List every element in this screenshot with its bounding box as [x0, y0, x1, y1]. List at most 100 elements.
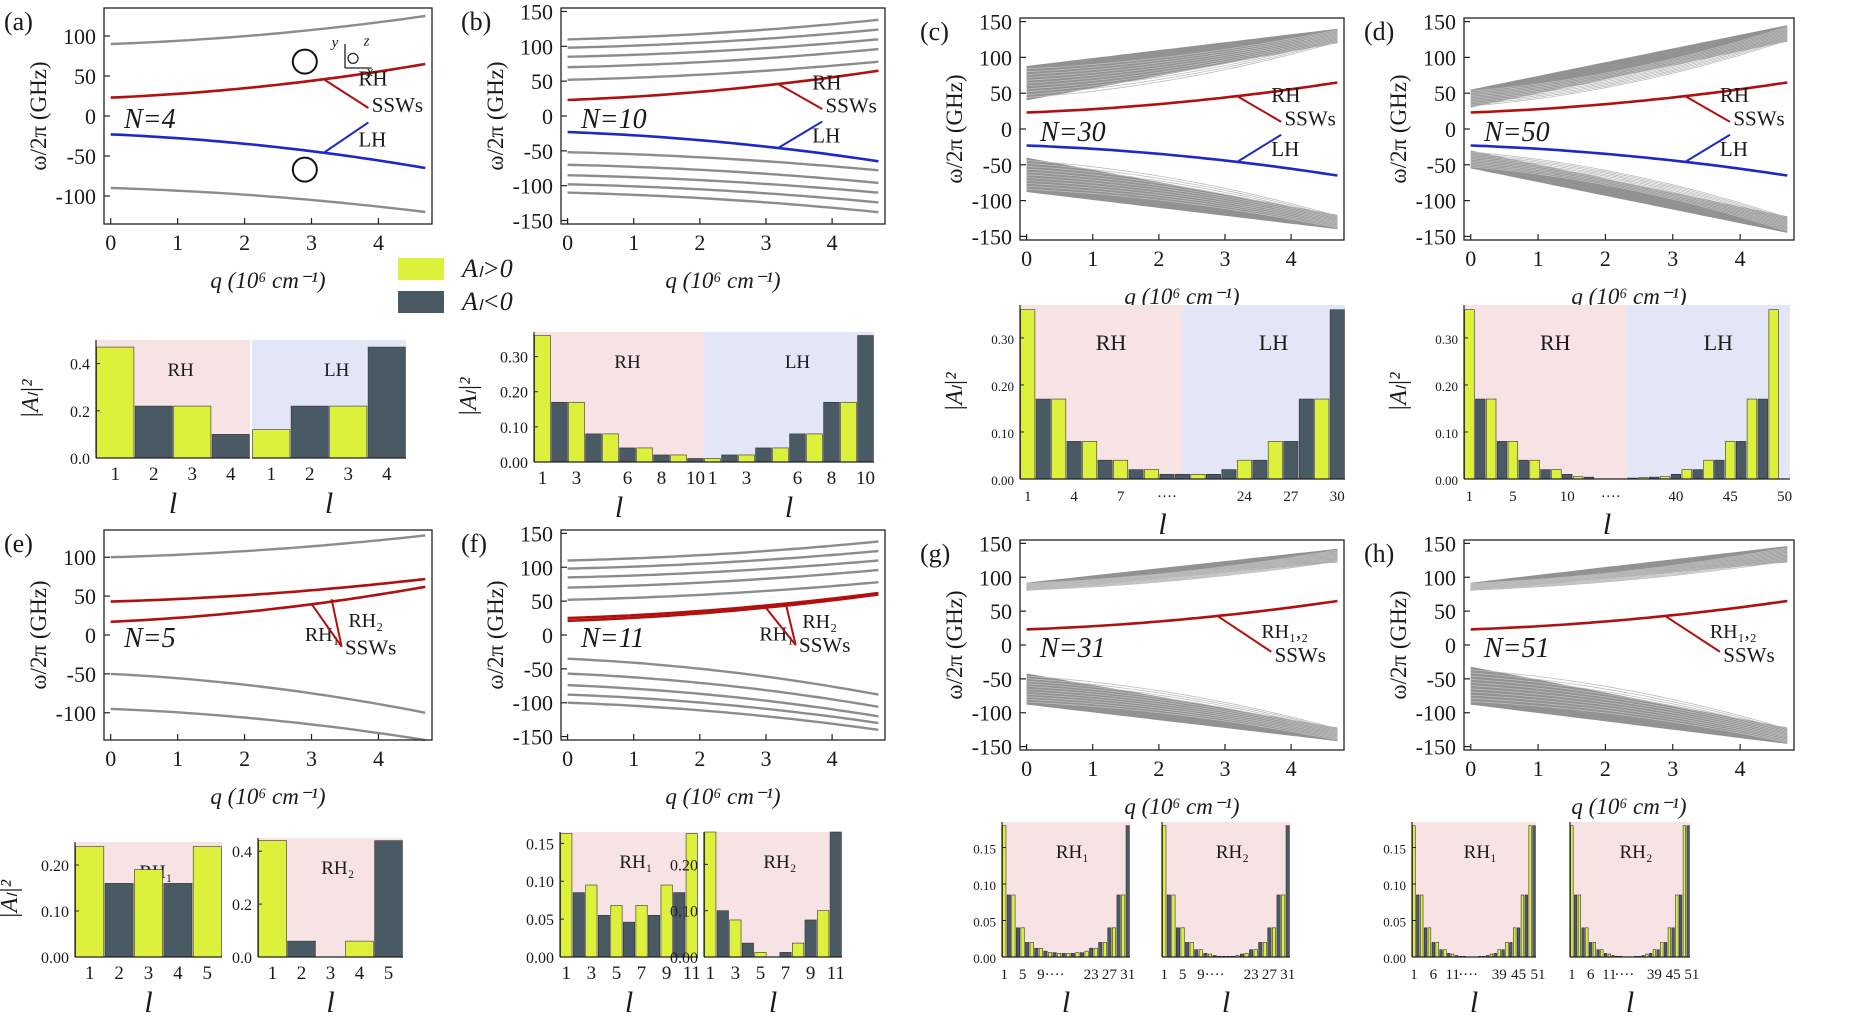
bar-mark	[1416, 894, 1420, 958]
bar-mark	[1006, 894, 1011, 958]
bar-mark	[1020, 309, 1036, 480]
y-tick-label: 0	[85, 104, 96, 129]
rh-arrow	[1217, 615, 1272, 653]
lh-arrow	[324, 121, 369, 153]
rh-surface-wave-line	[567, 591, 879, 620]
bar-mark	[1002, 825, 1007, 958]
band-line	[1026, 560, 1338, 591]
bar-mark	[1435, 942, 1439, 958]
bar-mark	[829, 831, 842, 958]
bar-mark	[1125, 825, 1130, 958]
bar-mark	[290, 405, 329, 459]
y-tick-label: 150	[520, 0, 553, 24]
y-axis-label: |Aₗ|²	[18, 379, 44, 419]
bar-mark	[772, 447, 789, 463]
bar-mark	[1098, 942, 1103, 958]
bar-mark	[1757, 398, 1768, 480]
region-label: RH₁	[1464, 842, 1497, 863]
band-line	[1026, 552, 1338, 586]
rh-surface-wave-line	[567, 593, 879, 623]
bar-mark	[192, 846, 222, 958]
dispersion-panel-7: 150 100 50 0 -50 -100 -150 0 1 2 3 4 (h) q (10⁶ cm⁻¹)…	[1364, 531, 1795, 819]
bar-mark	[1656, 949, 1660, 958]
bar-mark	[1185, 942, 1190, 958]
x-tick-label: 3	[326, 963, 336, 984]
x-tick-label: 11	[1602, 967, 1616, 983]
bar-mark	[96, 346, 135, 459]
x-axis-label: q (10⁶ cm⁻¹)	[1571, 794, 1686, 819]
y-tick-label: 0.30	[1435, 332, 1458, 347]
x-tick-label: 7	[1117, 489, 1125, 505]
bar-mark	[568, 401, 585, 463]
x-tick-label: 1	[706, 963, 716, 984]
bar-mark	[367, 346, 406, 459]
y-tick-label: 0.20	[41, 858, 69, 875]
band-line	[1470, 30, 1788, 96]
y-tick-label: 0.00	[41, 950, 69, 967]
x-tick-label: ····	[1614, 967, 1634, 983]
n-label: N=30	[1039, 117, 1106, 148]
bar-mark	[1735, 441, 1747, 480]
bar-mark	[1162, 825, 1167, 958]
x-tick-label: 3	[306, 746, 317, 771]
bar-mark	[779, 952, 792, 958]
x-axis-label: q (10⁶ cm⁻¹)	[1124, 794, 1239, 819]
band-line	[1026, 174, 1338, 223]
x-tick-label: 3	[144, 963, 154, 984]
x-tick-label: 2	[239, 230, 250, 255]
x-tick-label: 10	[856, 468, 875, 489]
y-tick-label: 0.10	[526, 874, 554, 891]
band-line	[1026, 177, 1338, 224]
x-tick-label: 4	[173, 963, 183, 984]
rh-annotation: RH	[1271, 83, 1300, 107]
lh-annotation: LH	[1271, 137, 1299, 161]
bar-mark	[1714, 459, 1725, 480]
band-line	[1470, 669, 1788, 730]
x-tick-label: 31	[1280, 967, 1295, 983]
bar-mark	[329, 405, 368, 459]
panel-letter: (f)	[461, 529, 487, 558]
rh-arrow	[310, 603, 343, 648]
bar-mark	[1671, 927, 1675, 958]
x-tick-label: 1	[1533, 756, 1544, 781]
y-tick-label: -50	[524, 139, 553, 164]
x-tick-label: 1	[1087, 756, 1098, 781]
legend-positive: Aₗ>0	[398, 252, 558, 285]
y-tick-label: 0.10	[991, 426, 1014, 441]
rh-surface-wave-line	[1470, 81, 1788, 114]
rh-annotation: RH₁,₂	[1261, 621, 1308, 643]
bar-mark	[75, 846, 105, 958]
x-tick-label: 0	[105, 746, 116, 771]
legend-negative-swatch	[398, 290, 444, 313]
x-tick-label: 1	[538, 468, 548, 489]
x-tick-label: 3	[344, 464, 354, 485]
x-tick-label: 1	[1001, 967, 1009, 983]
band-line	[1470, 34, 1788, 101]
bulk-band-line	[567, 183, 879, 204]
bar-mark	[1029, 942, 1034, 958]
bar-mark	[1532, 825, 1536, 958]
x-tick-label: 1	[1568, 967, 1576, 983]
band-line	[1026, 559, 1338, 590]
region-label: RH₁	[1056, 842, 1089, 863]
bulk-band-line	[567, 683, 879, 718]
bar-mark	[1262, 942, 1267, 958]
x-tick-label: 1	[1410, 967, 1418, 983]
x-tick-label: 5	[1019, 967, 1027, 983]
band-line	[1026, 701, 1338, 741]
region-label: RH₂	[763, 852, 796, 873]
x-tick-label: 11	[1445, 967, 1459, 983]
bulk-band-line	[567, 163, 879, 185]
band-line	[1470, 551, 1788, 586]
y-tick-label: 50	[531, 589, 553, 614]
bar-mark	[619, 447, 636, 463]
x-tick-label: 2	[1153, 246, 1164, 271]
bar-mark	[1102, 942, 1107, 958]
x-tick-label: 6	[623, 468, 633, 489]
band-line	[1026, 683, 1338, 733]
bar-mark	[1253, 949, 1258, 958]
x-tick-label: 2	[1153, 756, 1164, 781]
bar-mark	[1592, 942, 1596, 958]
bar-mark	[560, 833, 573, 958]
x-tick-label: 4	[1286, 756, 1297, 781]
